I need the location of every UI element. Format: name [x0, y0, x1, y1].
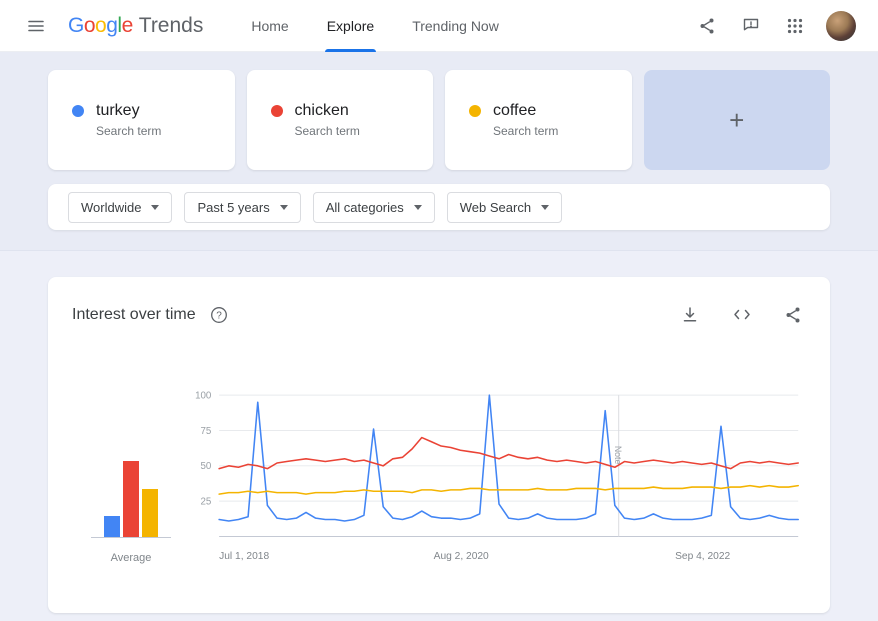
help-icon[interactable]: ?	[206, 302, 232, 328]
term-color-dot	[72, 105, 84, 117]
average-bars	[104, 461, 158, 538]
apps-grid-icon[interactable]	[782, 13, 808, 39]
filter-time-range-value: Past 5 years	[197, 199, 270, 215]
widget-title: Interest over time	[72, 306, 196, 323]
download-icon[interactable]	[676, 301, 704, 329]
app-header: Google Trends Home Explore Trending Now	[0, 0, 878, 52]
average-label: Average	[110, 552, 152, 564]
term-label: coffee	[493, 102, 537, 119]
term-sublabel: Search term	[294, 124, 360, 138]
filter-search-type[interactable]: Web Search	[446, 191, 563, 223]
interest-over-time-chart[interactable]: 25 50 75 100 Note Jul 1, 2018 Aug 2, 2020 Sep 4…	[186, 383, 806, 573]
main-nav: Home Explore Trending Now	[249, 0, 500, 52]
x-tick-label: Sep 4, 2022	[675, 551, 730, 562]
embed-icon[interactable]	[728, 301, 756, 329]
filter-time-range[interactable]: Past 5 years	[184, 191, 301, 223]
google-wordmark: Google	[68, 13, 133, 37]
results-section: Interest over time ?	[0, 251, 878, 613]
x-tick-label: Aug 2, 2020	[434, 551, 489, 562]
filter-bar: Worldwide Past 5 years All categories We…	[48, 184, 830, 230]
x-tick-label: Jul 1, 2018	[219, 551, 269, 562]
series-line-turkey	[218, 394, 799, 522]
average-bar-coffee	[142, 488, 158, 538]
y-tick-label: 75	[201, 426, 212, 437]
avatar[interactable]	[826, 10, 856, 41]
filter-category-value: All categories	[325, 199, 404, 215]
filter-region[interactable]: Worldwide	[68, 191, 173, 223]
term-sublabel: Search term	[493, 124, 559, 138]
chevron-down-icon	[541, 204, 550, 210]
series-line-coffee	[218, 484, 799, 495]
y-tick-label: 100	[195, 391, 212, 402]
average-bar-turkey	[104, 516, 120, 538]
average-bar-chicken	[123, 461, 139, 538]
chevron-down-icon	[279, 204, 288, 210]
search-terms-row: turkey Search term chicken Search term c…	[48, 70, 830, 170]
plus-icon: +	[729, 105, 745, 135]
chart-area: Average 25 50 75 100 Note Jul 1, 2018 Aug 2, 2…	[72, 383, 806, 573]
share-icon[interactable]	[780, 302, 806, 328]
interest-over-time-widget: Interest over time ?	[48, 277, 830, 613]
nav-explore[interactable]: Explore	[324, 0, 377, 52]
google-trends-logo[interactable]: Google Trends	[68, 14, 203, 38]
add-comparison-card[interactable]: +	[643, 70, 830, 170]
trends-wordmark: Trends	[138, 13, 204, 37]
series-line-chicken	[218, 436, 799, 470]
average-baseline	[91, 537, 171, 538]
term-card-chicken[interactable]: chicken Search term	[246, 70, 433, 170]
term-color-dot	[469, 105, 481, 117]
chevron-down-icon	[151, 204, 160, 210]
term-label: turkey	[96, 102, 140, 119]
filter-category[interactable]: All categories	[312, 191, 435, 223]
term-color-dot	[270, 105, 283, 117]
menu-icon[interactable]	[22, 12, 50, 40]
nav-home[interactable]: Home	[251, 17, 289, 34]
y-tick-label: 25	[201, 497, 212, 508]
term-sublabel: Search term	[96, 124, 162, 138]
filter-region-value: Worldwide	[81, 199, 142, 215]
filter-search-type-value: Web Search	[459, 199, 532, 215]
y-tick-label: 50	[201, 461, 212, 472]
term-card-turkey[interactable]: turkey Search term	[48, 70, 235, 170]
chevron-down-icon	[413, 204, 422, 210]
average-chart: Average	[76, 383, 186, 573]
svg-text:?: ?	[216, 311, 222, 322]
share-icon[interactable]	[694, 13, 720, 39]
term-card-coffee[interactable]: coffee Search term	[445, 70, 632, 170]
note-label: Note	[613, 446, 623, 465]
feedback-icon[interactable]	[738, 13, 764, 39]
term-label: chicken	[294, 102, 349, 119]
compare-section: turkey Search term chicken Search term c…	[0, 52, 878, 251]
nav-trending-now[interactable]: Trending Now	[412, 17, 499, 34]
